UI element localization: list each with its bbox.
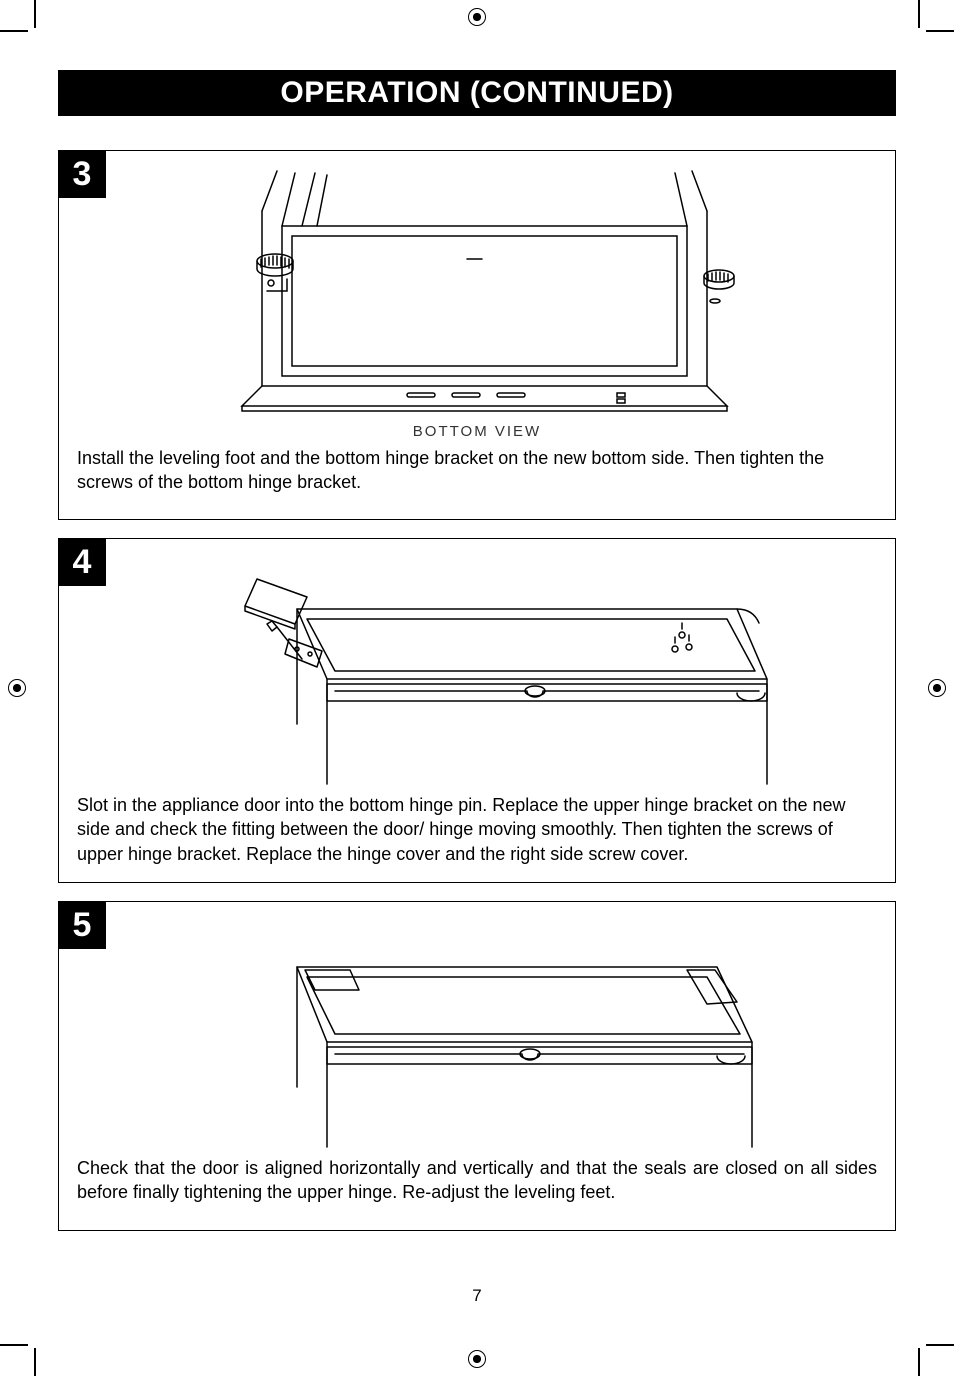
step-box-4: 4 bbox=[58, 538, 896, 883]
section-title: OPERATION (CONTINUED) bbox=[58, 70, 896, 116]
appliance-top-hinge-icon bbox=[177, 549, 777, 789]
appliance-assembled-icon bbox=[187, 912, 767, 1152]
diagram-bottom-view bbox=[77, 161, 877, 421]
page-number: 7 bbox=[58, 1286, 896, 1306]
appliance-bottom-view-icon bbox=[207, 161, 747, 421]
diagram-top-hinge bbox=[77, 549, 877, 789]
page-content: OPERATION (CONTINUED) 3 bbox=[58, 70, 896, 1306]
step-3-text: Install the leveling foot and the bottom… bbox=[77, 446, 877, 495]
step-box-5: 5 Check that the door bbox=[58, 901, 896, 1231]
bottom-view-label: BOTTOM VIEW bbox=[77, 423, 877, 440]
registration-mark-icon bbox=[928, 679, 946, 697]
crop-mark bbox=[918, 1348, 920, 1376]
step-number: 4 bbox=[58, 538, 106, 586]
crop-mark bbox=[0, 30, 28, 32]
registration-mark-icon bbox=[8, 679, 26, 697]
registration-mark-icon bbox=[468, 1350, 486, 1368]
crop-mark bbox=[34, 0, 36, 28]
step-5-text: Check that the door is aligned horizonta… bbox=[77, 1156, 877, 1205]
crop-mark bbox=[918, 0, 920, 28]
diagram-assembled bbox=[77, 912, 877, 1152]
step-number: 3 bbox=[58, 150, 106, 198]
step-number: 5 bbox=[58, 901, 106, 949]
step-4-text: Slot in the appliance door into the bott… bbox=[77, 793, 877, 866]
crop-mark bbox=[926, 1344, 954, 1346]
registration-mark-icon bbox=[468, 8, 486, 26]
step-box-3: 3 bbox=[58, 150, 896, 520]
crop-mark bbox=[34, 1348, 36, 1376]
crop-mark bbox=[0, 1344, 28, 1346]
crop-mark bbox=[926, 30, 954, 32]
